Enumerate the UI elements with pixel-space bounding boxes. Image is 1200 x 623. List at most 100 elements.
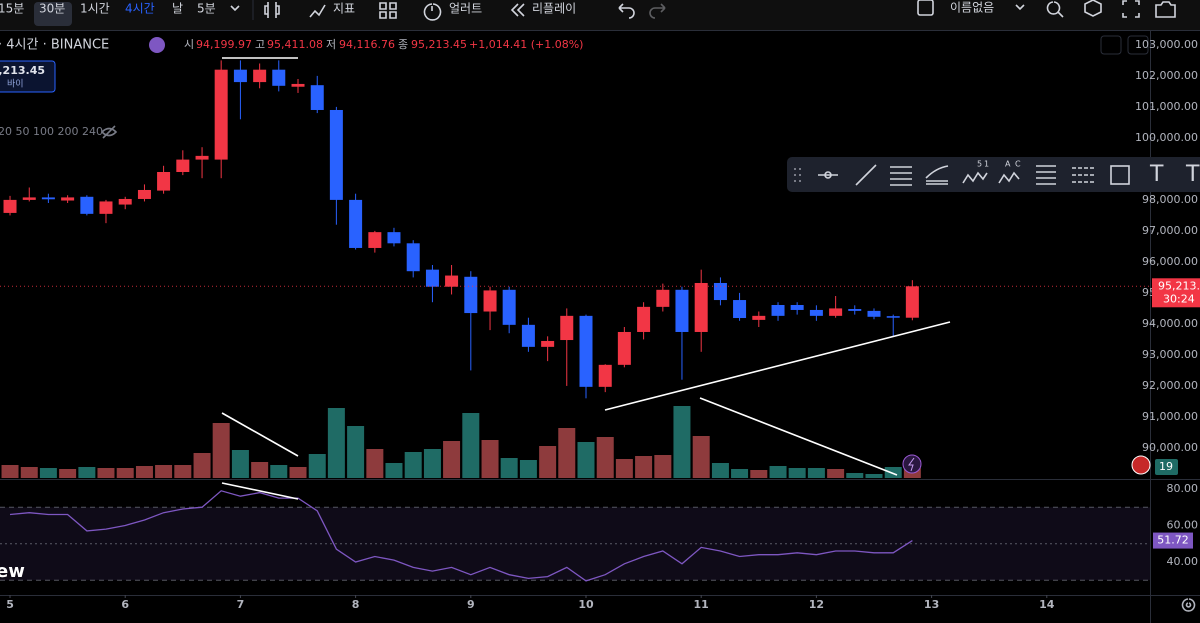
order-box[interactable] [0, 60, 56, 93]
tool-icon[interactable] [855, 164, 877, 186]
candle-body [329, 109, 343, 200]
candle-body [867, 310, 881, 317]
y-tick-label: 90,000.00 [1142, 441, 1198, 454]
layout-name[interactable]: 이름없음 [950, 1, 994, 15]
flag-icon[interactable] [1131, 455, 1151, 475]
indicators-icon[interactable] [309, 4, 326, 18]
order-price[interactable]: 95,213.45 [0, 64, 45, 77]
volume-bar [78, 467, 96, 478]
candle-body [406, 243, 420, 272]
interval[interactable]: 4시간 [125, 2, 155, 16]
symbol: · 4시간 · BINANCE [0, 38, 109, 53]
tool-icon[interactable] [1110, 165, 1130, 185]
maximize-button[interactable] [1127, 35, 1149, 55]
candle-body [809, 309, 823, 316]
active-interval [34, 2, 72, 26]
volume-bar [308, 454, 326, 478]
drawing-line[interactable] [604, 321, 951, 411]
y-tick-label: 93,000.00 [1142, 348, 1198, 361]
tool-icon[interactable] [890, 166, 912, 186]
candle-body [675, 289, 689, 332]
tool-icon[interactable] [998, 171, 1020, 184]
redo-icon[interactable] [649, 3, 666, 19]
volume-bar [519, 460, 537, 478]
volume-bar [865, 474, 883, 478]
last-price-label: 95,213.45 [1158, 279, 1200, 292]
y-tick-label: 102,000.00 [1135, 69, 1198, 82]
y-tick-label: 101,000.00 [1135, 100, 1198, 113]
tool-icon[interactable] [1036, 165, 1056, 185]
layout-square[interactable] [917, 0, 934, 16]
candle-body [214, 69, 228, 160]
symbol-icon [149, 37, 165, 53]
tool-icon[interactable] [962, 171, 988, 184]
tool-label[interactable]: T [1185, 162, 1200, 187]
search-icon[interactable] [1046, 1, 1064, 18]
dropdown-icon[interactable] [230, 5, 240, 12]
alert-button[interactable]: 얼러트 [449, 2, 482, 16]
interval[interactable]: 30분 [39, 2, 65, 16]
undo-icon[interactable] [618, 3, 635, 19]
y-tick-label: 94,000.00 [1142, 317, 1198, 330]
y-tick-label: 97,000.00 [1142, 224, 1198, 237]
candle-type-icon[interactable] [264, 2, 280, 18]
x-tick-label: 14 [1039, 598, 1055, 611]
candle-body [99, 201, 113, 214]
settings-icon[interactable] [1181, 598, 1196, 612]
drawing-line[interactable] [699, 397, 898, 476]
candle-body [598, 364, 612, 387]
candle-body [3, 199, 17, 213]
interval[interactable]: 5분 [197, 2, 216, 16]
drawing-line[interactable] [221, 482, 299, 500]
drawing-line[interactable] [221, 412, 299, 457]
ohlc-value: 94,199.97 [196, 38, 252, 51]
volume-bar [174, 465, 192, 478]
candle-body [291, 83, 305, 87]
settings-icon[interactable] [1084, 0, 1102, 17]
interval[interactable]: 15분 [0, 2, 24, 16]
plot-area: 103,000.00 102,000.00 101,000.00 100,000.00… [0, 38, 1198, 611]
tool-icon[interactable] [1072, 167, 1094, 183]
drawings [221, 57, 951, 500]
replay-button[interactable]: 리플레이 [532, 2, 576, 16]
y-tick-label: 96,000.00 [1142, 255, 1198, 268]
candle-body [137, 189, 151, 199]
fullscreen-icon[interactable] [1122, 0, 1140, 18]
drag-handle[interactable] [794, 168, 801, 182]
candle-body [349, 199, 363, 248]
interval[interactable]: 1시간 [80, 2, 110, 16]
x-tick-label: 9 [467, 598, 475, 611]
tool-label: 5 [977, 160, 982, 169]
event-icon [908, 457, 915, 472]
candle-body [387, 232, 401, 244]
volume-bar [212, 423, 230, 478]
hide-icon[interactable] [101, 125, 118, 139]
order-side[interactable]: 바이 [7, 79, 24, 90]
rsi-line [9, 490, 913, 582]
dropdown-icon[interactable] [1015, 4, 1025, 11]
rsi-tick-label: 80.00 [1167, 482, 1199, 495]
candle-body [905, 286, 919, 318]
last-price-box [1152, 278, 1200, 308]
candle-body [848, 309, 862, 311]
volume-bar [788, 468, 806, 478]
interval[interactable]: 날 [172, 2, 183, 16]
ohlc-value: 94,116.76 [339, 38, 395, 51]
candle-body [310, 85, 324, 110]
tool-icon[interactable] [925, 165, 949, 185]
layout-icon[interactable] [379, 2, 397, 19]
candle-body [752, 315, 766, 320]
screenshot-icon[interactable] [1155, 1, 1176, 18]
replay-icon[interactable] [510, 3, 525, 17]
volume-badge-text: 19 [1159, 460, 1173, 473]
volume-bar [251, 462, 269, 478]
scroll-button[interactable] [1100, 35, 1122, 55]
tool-icon[interactable] [818, 171, 838, 179]
tool-label[interactable]: T [1149, 162, 1164, 187]
candle-body [829, 308, 843, 316]
alert-icon[interactable] [423, 3, 442, 21]
indicators-button[interactable]: 지표 [333, 2, 355, 16]
x-tick-label: 10 [578, 598, 594, 611]
candle-body [483, 290, 497, 312]
event-icon[interactable] [902, 454, 922, 474]
